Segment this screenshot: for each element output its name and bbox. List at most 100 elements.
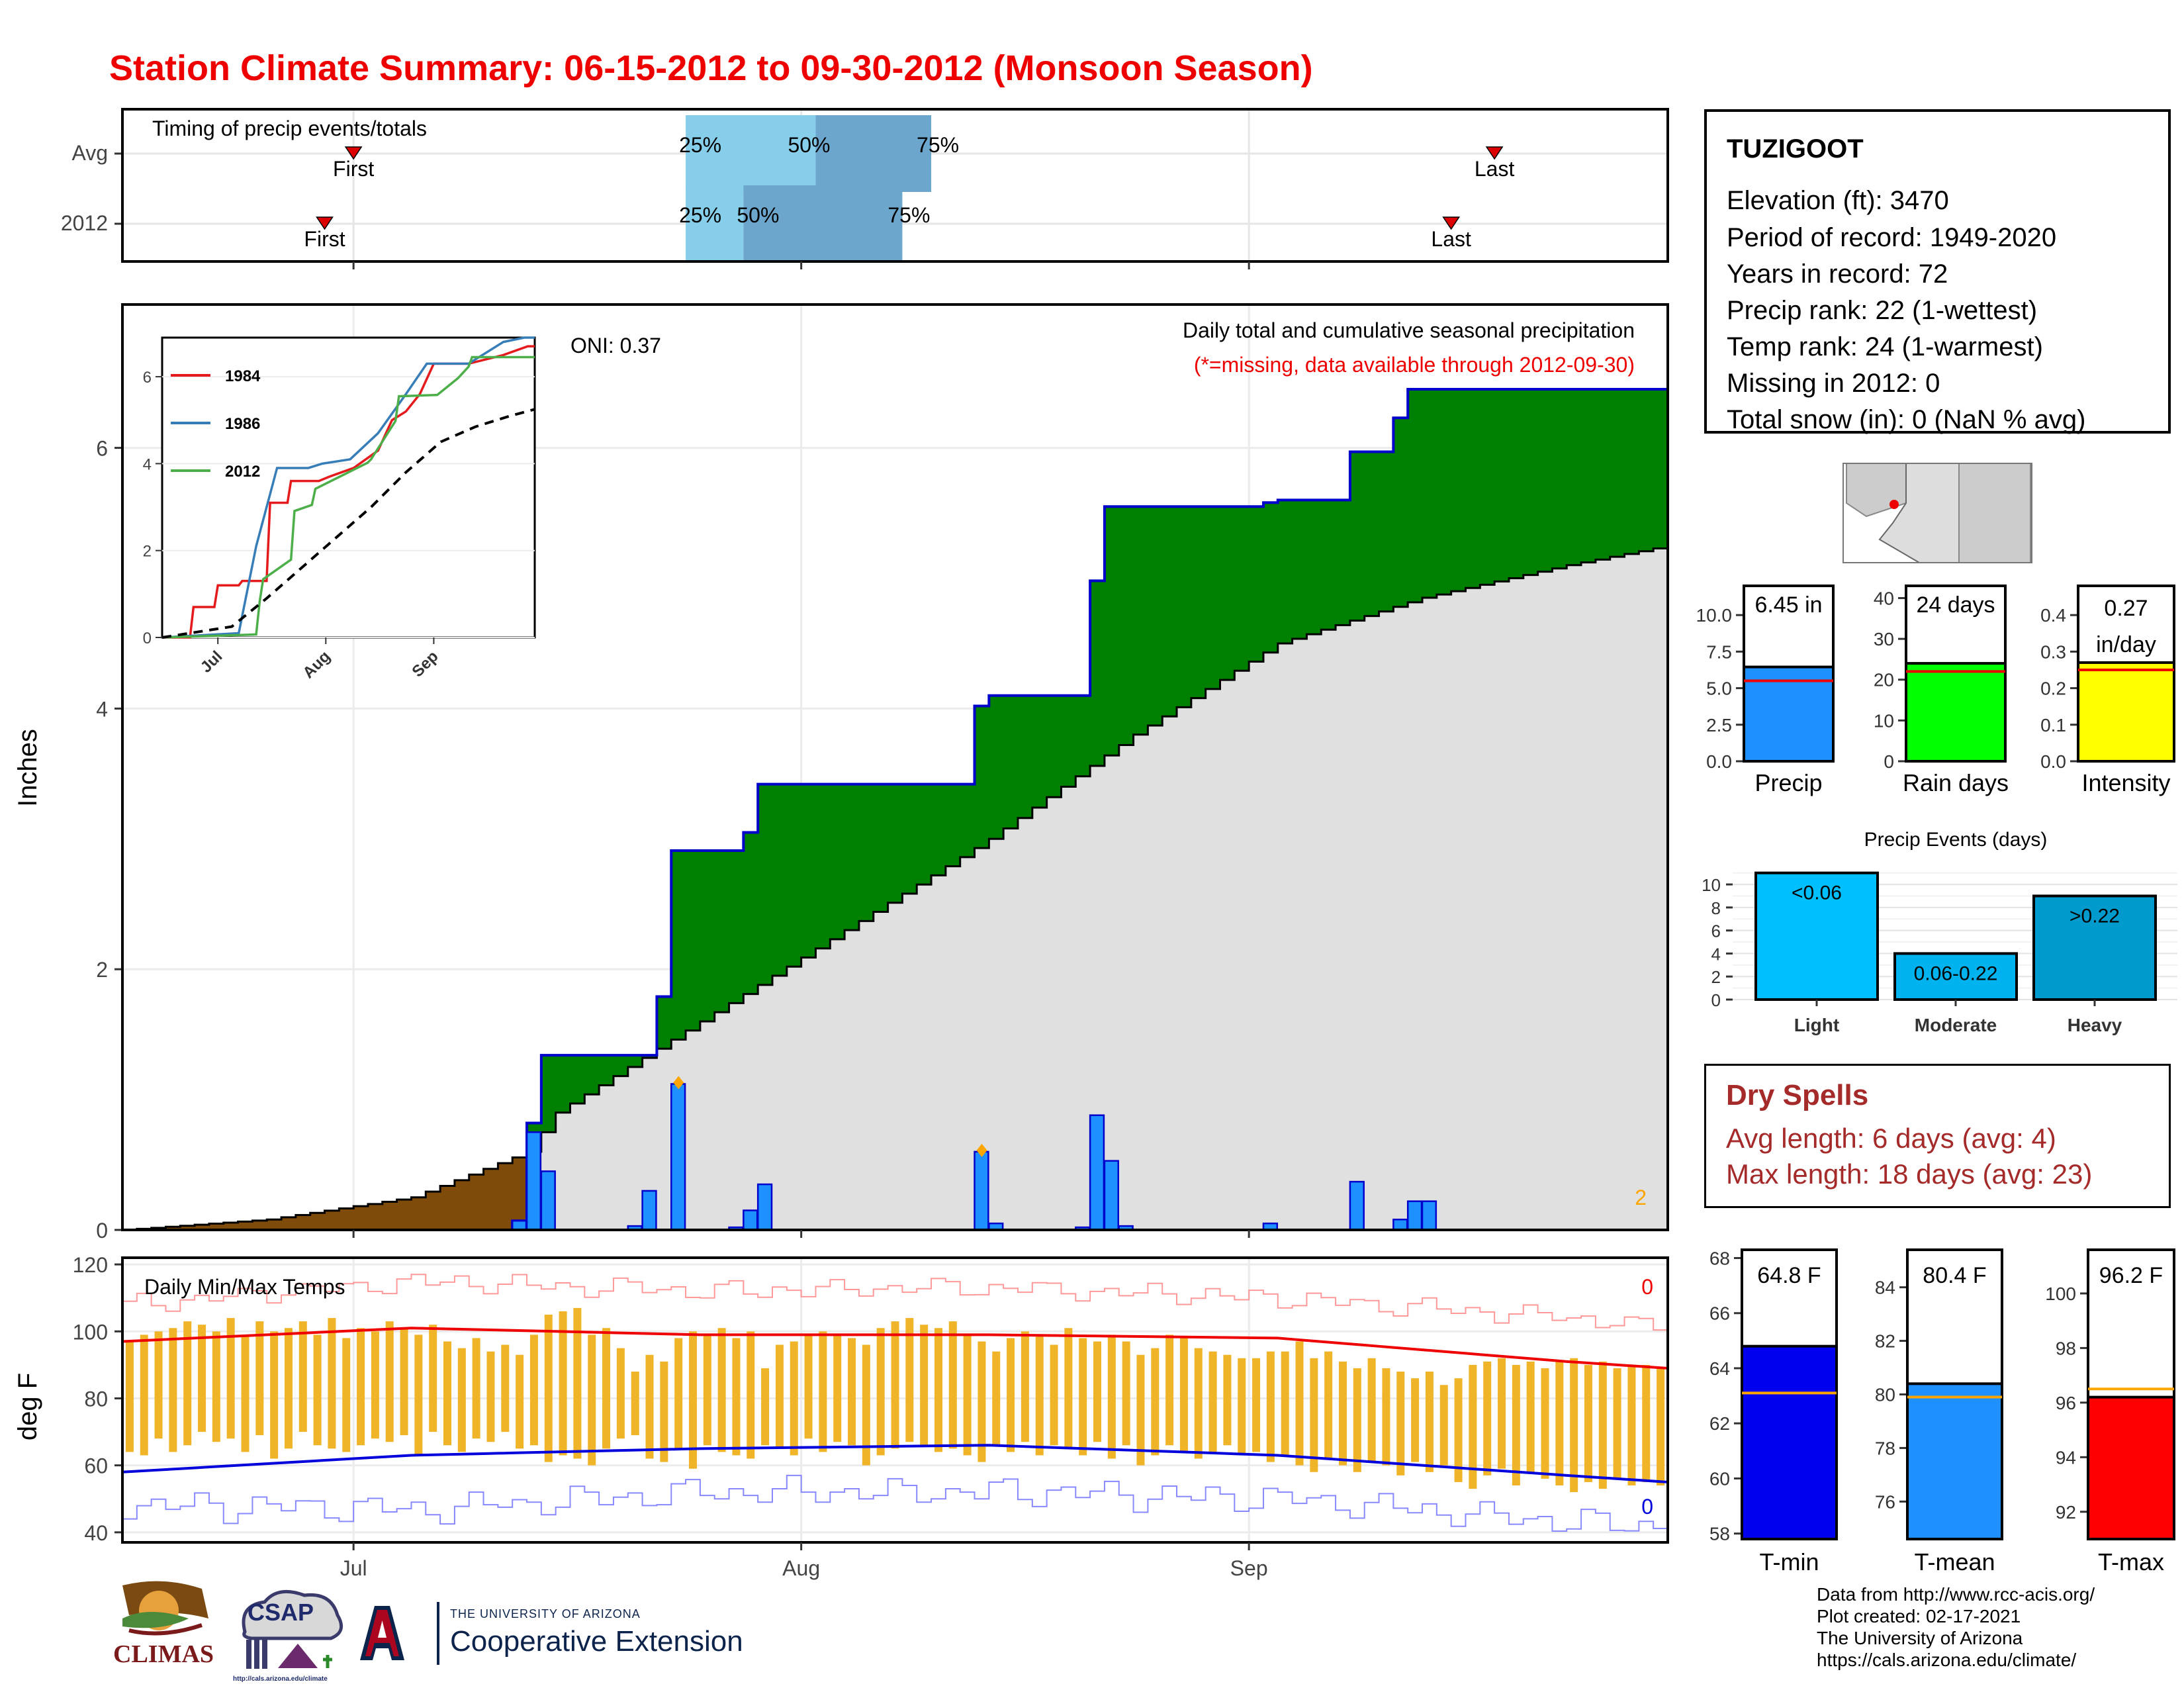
temp-y-tick-label: 100 — [73, 1320, 108, 1344]
events-category-label: Heavy — [2068, 1015, 2122, 1035]
precip-anomaly-fill — [960, 784, 976, 857]
temp-y-tick-label: 40 — [84, 1521, 108, 1545]
temp-bar-y-tick-label: 64 — [1709, 1358, 1730, 1379]
temp-bar-y-tick-label: 68 — [1709, 1248, 1730, 1268]
station-missing: Missing in 2012: 0 — [1727, 369, 1940, 398]
precip-anomaly-fill — [165, 1227, 181, 1230]
temp-daily-bar — [1498, 1358, 1506, 1469]
timing-row-label: Avg — [71, 141, 108, 165]
precip-anomaly-fill — [858, 784, 874, 921]
temp-panel-frame — [121, 1256, 1669, 1544]
timing-bar-q25-q50 — [686, 185, 744, 262]
temp-daily-bar — [1122, 1341, 1130, 1446]
ua-divider — [437, 1602, 439, 1665]
precip-anomaly-fill — [714, 851, 730, 1013]
precip-anomaly-fill — [786, 784, 802, 967]
precip-anomaly-fill — [1104, 506, 1120, 756]
temp-daily-bar — [1642, 1364, 1651, 1482]
mini-bar-y-tick-label: 20 — [1874, 670, 1894, 690]
events-y-tick-label: 8 — [1711, 898, 1721, 918]
temp-daily-bar — [1396, 1372, 1405, 1476]
precip-anomaly-fill — [1061, 695, 1076, 787]
temp-daily-bar — [1266, 1351, 1275, 1462]
temp-daily-bar — [516, 1354, 524, 1449]
precip-anomaly-fill — [758, 784, 773, 985]
precip-anomaly-fill — [252, 1220, 267, 1230]
locator-map-nm — [1958, 463, 2031, 563]
mini-bar-y-tick-label: 0.1 — [2040, 715, 2066, 735]
temp-daily-bar — [674, 1338, 683, 1449]
dry-spells-box: Dry Spells Avg length: 6 days (avg: 4) M… — [1704, 1064, 2171, 1208]
precip-y-axis-label: Inches — [13, 729, 42, 807]
timing-q25-label: 25% — [679, 203, 721, 227]
climas-logo: CLIMAS — [109, 1579, 218, 1678]
timing-last-label: Last — [1475, 157, 1515, 181]
precip-daily-bar — [974, 1150, 989, 1231]
temp-x-tick-label: Sep — [1230, 1556, 1268, 1580]
timing-bar-q25-q50 — [686, 115, 816, 192]
temp-daily-bar — [472, 1338, 480, 1439]
precip-daily-bar — [1392, 1218, 1408, 1231]
events-bar-label: >0.22 — [2070, 905, 2120, 927]
temp-bar-value-label: 80.4 F — [1923, 1263, 1986, 1288]
temp-daily-bar — [790, 1341, 798, 1456]
timing-first-label: First — [333, 157, 374, 181]
temp-daily-bar — [443, 1341, 452, 1446]
precip-anomaly-fill — [974, 706, 989, 849]
temp-daily-bar — [963, 1335, 972, 1456]
temp-daily-bar — [1584, 1364, 1592, 1482]
temp-daily-bar — [1598, 1361, 1607, 1489]
temp-daily-bar — [298, 1321, 307, 1432]
precip-anomaly-fill — [1349, 451, 1365, 621]
temp-daily-bar — [1007, 1338, 1015, 1452]
temp-daily-bar — [1439, 1385, 1448, 1466]
temp-daily-bar — [1425, 1372, 1433, 1472]
precip-daily-bar — [1406, 1200, 1423, 1231]
temp-min-count: 0 — [1641, 1495, 1653, 1519]
temp-daily-bar — [1353, 1368, 1361, 1472]
precip-anomaly-fill — [238, 1221, 253, 1230]
precip-daily-bar — [540, 1170, 556, 1231]
precip-anomaly-fill — [1205, 506, 1221, 689]
temp-daily-bar — [848, 1338, 856, 1446]
precip-anomaly-fill — [1336, 500, 1351, 626]
timing-panel-title: Timing of precip events/totals — [152, 117, 427, 140]
precip-anomaly-fill — [324, 1210, 340, 1230]
temp-daily-bar — [241, 1335, 250, 1452]
precip-anomaly-fill — [1162, 506, 1177, 717]
station-snow: Total snow (in): 0 (NaN % avg) — [1727, 405, 2086, 434]
inset-panel — [161, 336, 536, 639]
temp-daily-bar — [342, 1338, 351, 1452]
csap-url: http://cals.arizona.edu/climate — [233, 1675, 328, 1683]
temp-daily-bar — [1310, 1358, 1318, 1472]
precip-anomaly-fill — [295, 1215, 311, 1230]
precip-anomaly-fill — [657, 996, 672, 1049]
temp-bar-value — [2087, 1395, 2175, 1540]
temp-daily-bar — [559, 1311, 567, 1456]
precip-corner-count: 2 — [1635, 1186, 1647, 1209]
precip-anomaly-fill — [1451, 389, 1467, 592]
timing-q50-label: 50% — [737, 203, 779, 227]
temp-bar-y-tick-label: 58 — [1709, 1524, 1730, 1544]
precip-anomaly-fill — [989, 695, 1004, 839]
precip-anomaly-fill — [686, 851, 701, 1031]
temp-daily-bar — [588, 1335, 596, 1466]
mini-bar-y-tick-label: 0 — [1884, 751, 1894, 772]
temp-daily-bar — [1151, 1348, 1160, 1456]
ua-a-logo — [357, 1602, 407, 1665]
temp-daily-bar — [1295, 1341, 1304, 1466]
temp-daily-bar — [1570, 1358, 1578, 1493]
events-y-tick-label: 0 — [1711, 990, 1721, 1010]
temp-daily-bar — [371, 1331, 379, 1439]
temp-daily-bar — [891, 1321, 899, 1449]
oni-label: ONI: 0.37 — [570, 334, 661, 357]
precip-anomaly-fill — [267, 1219, 282, 1230]
mini-bar-unit-label: in/day — [2096, 632, 2156, 657]
station-name: TUZIGOOT — [1727, 134, 1864, 164]
temp-daily-bar — [819, 1331, 827, 1452]
events-y-tick-label: 4 — [1711, 944, 1721, 964]
temp-daily-bar — [1367, 1358, 1376, 1462]
temp-daily-bar — [1165, 1335, 1174, 1446]
temp-daily-bar — [876, 1328, 885, 1456]
